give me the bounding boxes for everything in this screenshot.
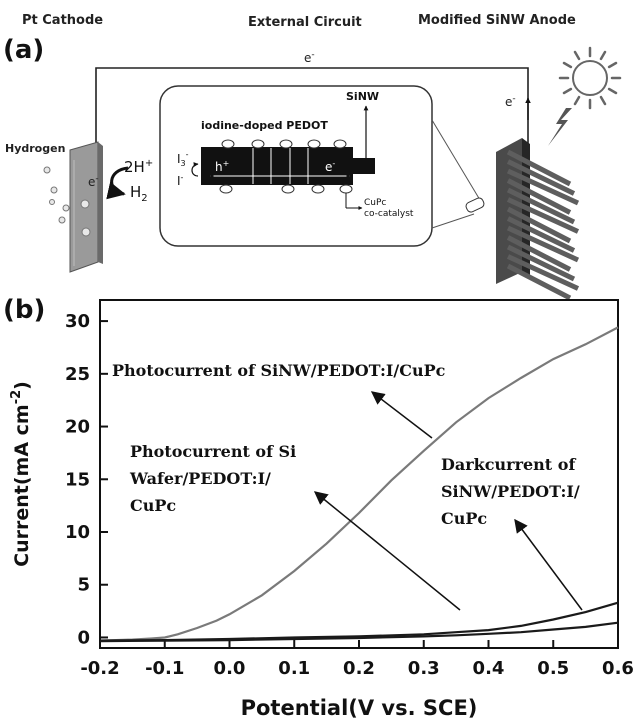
x-tick-label: 0.1 xyxy=(278,658,310,679)
sun-ray xyxy=(599,50,607,61)
nanowire xyxy=(506,216,576,253)
series-line-1 xyxy=(99,326,619,642)
inset-catalyst-label: CuPc co-catalyst xyxy=(364,198,414,219)
x-tick-label: -0.1 xyxy=(145,658,184,679)
sun-ray xyxy=(607,87,618,95)
sun-ray xyxy=(573,50,581,61)
nanowire xyxy=(506,178,572,215)
product-label: H2 xyxy=(130,183,148,204)
arrow-photocurrent-sinw xyxy=(370,391,433,439)
x-tick-label: 0.0 xyxy=(214,658,246,679)
lightning-icon xyxy=(548,108,572,146)
panel-a-label: (a) xyxy=(3,35,44,65)
sun-ray xyxy=(562,61,573,69)
cathode-electron-label: e- xyxy=(88,174,99,189)
reactant-label: 2H+ xyxy=(124,158,153,176)
inset-electron-label: e- xyxy=(325,159,335,174)
y-tick-label: 30 xyxy=(65,311,90,332)
inset-pedot-label: iodine-doped PEDOT xyxy=(201,119,328,132)
sun-icon xyxy=(558,46,622,110)
nanowire xyxy=(506,168,580,206)
x-tick-label: -0.2 xyxy=(80,658,119,679)
y-tick-label: 15 xyxy=(65,469,90,490)
series-line-3 xyxy=(99,621,619,643)
nanowire xyxy=(506,149,572,187)
x-tick-label: 0.2 xyxy=(343,658,375,679)
nanowire xyxy=(506,244,576,282)
zoom-selector xyxy=(465,197,485,213)
y-tick-label: 25 xyxy=(65,364,90,385)
inset-iodide-loop-arrow xyxy=(191,162,199,177)
nanowire xyxy=(506,197,580,234)
y-axis-label: Current(mA cm-2) xyxy=(9,381,33,567)
inset-triiodide-label: I3- xyxy=(177,150,189,168)
x-tick-label: 0.6 xyxy=(602,658,634,679)
data-series xyxy=(99,326,619,643)
circuit-label: External Circuit xyxy=(248,15,362,30)
cathode-label: Pt Cathode xyxy=(22,13,103,28)
x-tick-label: 0.5 xyxy=(537,658,569,679)
anode-electron-label: e- xyxy=(505,94,516,109)
sun-ray xyxy=(573,95,581,106)
inset-iodide-label: I- xyxy=(177,173,184,188)
sun-ray xyxy=(607,61,618,69)
annotation-photocurrent-sinw: Photocurrent of SiNW/PEDOT:I/CuPc xyxy=(112,361,446,380)
hydrogen-bubbles xyxy=(43,166,91,237)
sun-ray xyxy=(599,95,607,106)
y-axis-ticks: 0 5 10 15 20 25 30 xyxy=(65,311,108,648)
arrow-photocurrent-si-wafer xyxy=(313,491,461,611)
x-tick-label: 0.4 xyxy=(473,658,505,679)
annotation-darkcurrent: Darkcurrent of SiNW/PEDOT:I/CuPc xyxy=(441,455,580,528)
hydrogen-label: Hydrogen xyxy=(5,142,65,155)
x-axis-label: Potential(V vs. SCE) xyxy=(241,696,478,720)
zoom-line-top xyxy=(431,119,481,201)
zoom-line-bottom xyxy=(431,213,475,229)
y-tick-label: 10 xyxy=(65,522,90,543)
sinw-anode xyxy=(496,138,580,301)
inset-nanowire xyxy=(201,139,375,194)
nanowire xyxy=(506,254,580,291)
arrow-darkcurrent xyxy=(514,518,583,611)
y-tick-label: 20 xyxy=(65,417,90,438)
y-tick-label: 0 xyxy=(77,627,90,648)
anode-label: Modified SiNW Anode xyxy=(418,13,576,28)
annotation-photocurrent-si-wafer: Photocurrent of Si Wafer/PEDOT:I/CuPc xyxy=(129,442,296,515)
panel-a: (a) Pt Cathode External Circuit Modified… xyxy=(3,13,622,301)
circuit-electron-label: e- xyxy=(304,50,315,65)
y-tick-label: 5 xyxy=(77,575,90,596)
inset-hole-label: h+ xyxy=(215,159,229,174)
nanowire xyxy=(506,263,572,301)
x-axis-ticks: -0.2 -0.1 0.0 0.1 0.2 0.3 0.4 0.5 0.6 xyxy=(80,640,634,679)
x-tick-label: 0.3 xyxy=(408,658,440,679)
nanowire xyxy=(506,235,572,272)
inset-sinw-label: SiNW xyxy=(346,90,379,103)
reduction-curved-arrow xyxy=(106,166,129,200)
panel-b: (b) -0.2 -0.1 0.0 0.1 0.2 0.3 0.4 0.5 0.6 0 5 10 15… xyxy=(3,295,634,720)
nanowire xyxy=(506,206,572,244)
sun-ray xyxy=(562,87,573,95)
nanowire xyxy=(506,187,576,225)
panel-b-label: (b) xyxy=(3,295,45,325)
nanowire xyxy=(506,159,576,196)
nanowire xyxy=(506,225,580,263)
